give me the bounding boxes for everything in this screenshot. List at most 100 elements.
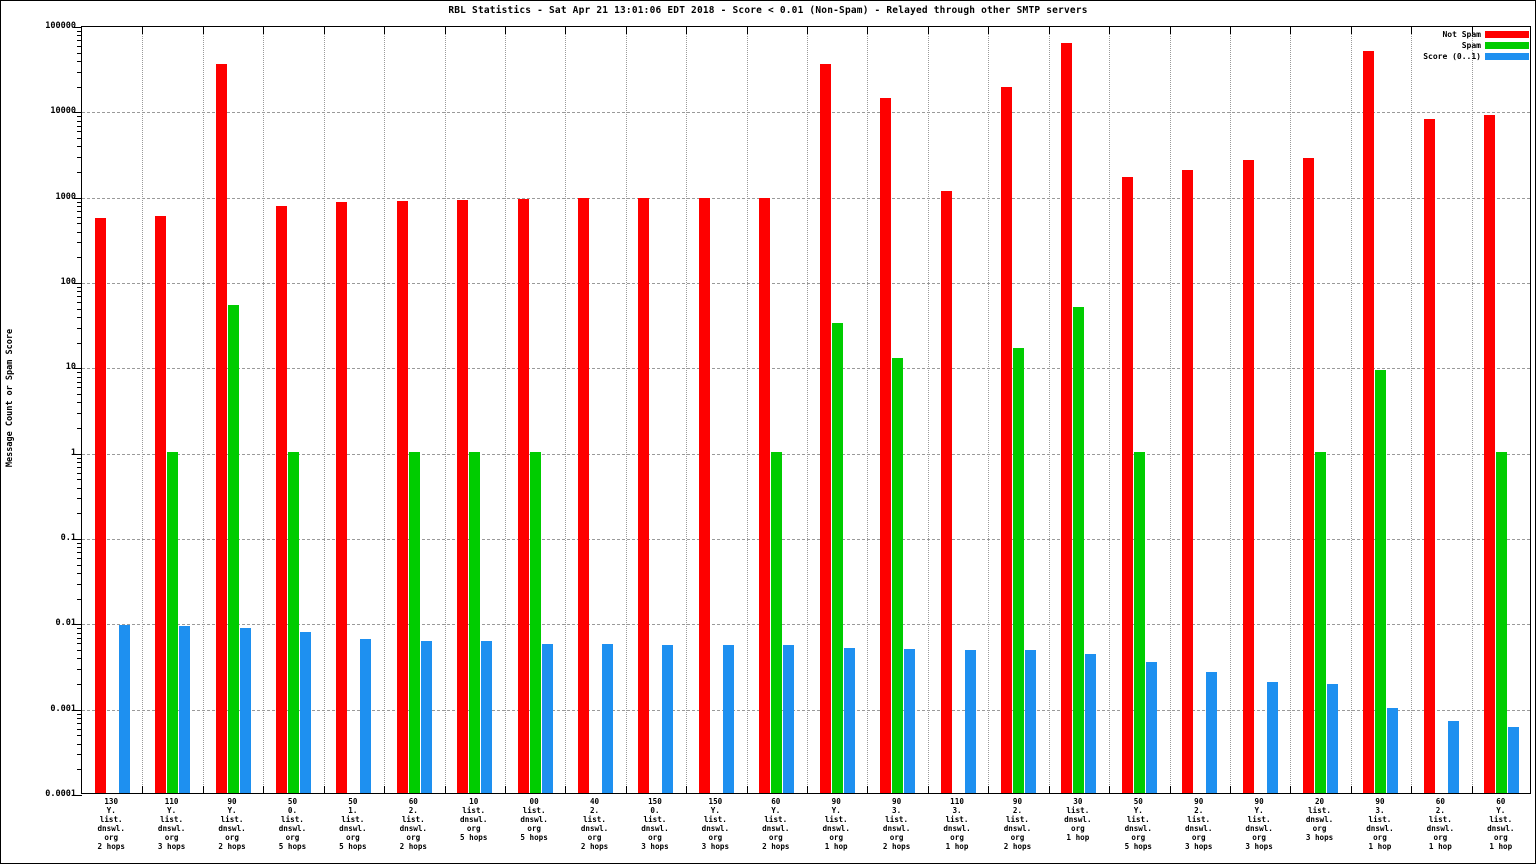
bar-not-spam — [578, 197, 590, 793]
x-axis-tick-bottom — [625, 786, 627, 793]
y-axis-tick-label: 0.001 — [50, 703, 76, 714]
x-axis-tick-label: 60 Y. list. dnswl. org 1 hop — [1471, 797, 1531, 852]
y-axis-minor-tick — [77, 223, 82, 225]
x-axis-label-line: 10 — [469, 797, 479, 806]
y-axis-minor-tick — [77, 308, 82, 310]
y-axis-minor-tick — [77, 257, 82, 259]
y-axis-minor-tick — [77, 71, 82, 73]
x-axis-tick-label: 00 list. dnswl. org 5 hops — [504, 797, 564, 842]
bar-not-spam — [517, 198, 529, 793]
x-axis-label-line: dnswl. — [580, 824, 609, 834]
bar-not-spam — [94, 217, 106, 793]
x-axis-label-line: 3 hops — [1245, 842, 1273, 852]
y-axis-minor-tick — [77, 769, 82, 771]
bar-score — [1266, 681, 1278, 793]
y-axis-minor-tick — [77, 754, 82, 756]
grid-line-vertical — [1109, 27, 1111, 793]
grid-line-horizontal — [82, 453, 1530, 455]
y-axis-minor-tick — [77, 125, 82, 127]
legend-item-score-0-1[interactable]: Score (0..1) — [1423, 51, 1529, 62]
bar-not-spam — [1484, 114, 1496, 793]
x-axis-label-line: list. — [281, 815, 304, 825]
bar-spam — [287, 451, 299, 793]
x-axis-label-line: org — [1252, 833, 1266, 843]
x-axis-tick-label: 90 2. list. dnswl. org 3 hops — [1169, 797, 1229, 852]
x-axis-tick-label: 110 3. list. dnswl. org 1 hop — [927, 797, 987, 852]
grid-line-horizontal — [82, 709, 1530, 711]
x-axis-label-line: org — [104, 833, 119, 843]
bar-not-spam — [215, 63, 227, 793]
bar-not-spam — [1061, 42, 1073, 793]
x-axis-label-line: 2. — [408, 806, 418, 816]
y-axis-tick-label: 0.1 — [60, 533, 76, 543]
x-axis-tick-bottom — [202, 786, 204, 793]
y-axis-tick — [74, 539, 82, 540]
x-axis-label-line: org — [648, 833, 662, 843]
y-axis-minor-tick — [77, 472, 82, 474]
bar-score — [1387, 708, 1399, 793]
legend-item-not-spam[interactable]: Not Spam — [1423, 29, 1529, 40]
bar-score — [239, 627, 251, 793]
y-axis-tick — [74, 624, 82, 626]
x-axis-tick-top — [1290, 27, 1292, 34]
legend-swatch — [1485, 31, 1529, 38]
grid-line-vertical — [1048, 27, 1050, 793]
x-axis-label-line: 60 — [1496, 797, 1506, 806]
x-axis-label-line: 5 hops — [278, 842, 307, 852]
x-axis-tick-bottom — [565, 786, 567, 793]
bar-score — [722, 644, 734, 793]
x-axis-tick-top — [625, 27, 627, 34]
bar-score — [1327, 683, 1339, 793]
y-axis-minor-tick — [77, 86, 82, 88]
bar-not-spam — [336, 202, 348, 793]
y-axis-minor-tick — [77, 231, 82, 233]
bar-spam — [771, 451, 783, 793]
y-axis-tick — [74, 368, 82, 370]
x-axis-tick-bottom — [927, 786, 929, 793]
y-axis-tick-label: 1000 — [55, 191, 76, 202]
x-axis-label-line: list. — [1066, 806, 1090, 816]
x-axis-label-line: dnswl. — [701, 824, 730, 834]
y-axis-minor-tick — [77, 376, 82, 378]
y-axis-minor-tick — [77, 658, 82, 660]
y-axis-minor-tick — [77, 466, 82, 468]
x-axis-label-line: list. — [220, 815, 244, 825]
y-axis-minor-tick — [77, 387, 82, 389]
x-axis-label-line: list. — [341, 815, 365, 825]
x-axis-label-line: 60 — [408, 797, 418, 806]
y-axis-minor-tick — [77, 564, 82, 566]
bar-spam — [1496, 451, 1508, 793]
x-axis-tick-label: 60 Y. list. dnswl. org 2 hops — [746, 797, 806, 852]
legend-item-spam[interactable]: Spam — [1423, 40, 1529, 51]
x-axis-label-line: org — [406, 833, 421, 843]
x-axis-label-line: list. — [522, 806, 546, 816]
x-axis-label-line: 110 — [164, 797, 179, 806]
bar-spam — [1375, 370, 1387, 793]
x-axis-label-line: 2. — [589, 806, 600, 816]
x-axis-label-line: dnswl. — [278, 824, 307, 834]
x-axis-label-line: 2 hops — [762, 842, 790, 852]
x-axis-label-line: dnswl. — [1003, 824, 1032, 834]
x-axis-label-line: 3. — [952, 806, 962, 816]
x-axis-label-line: 90 — [892, 797, 902, 806]
x-axis-label-line: 150 — [648, 797, 662, 806]
y-axis-minor-tick — [77, 205, 82, 207]
legend-label: Not Spam — [1442, 30, 1481, 39]
y-axis-minor-tick — [77, 743, 82, 745]
bar-not-spam — [1121, 177, 1133, 793]
x-axis-tick-bottom — [686, 786, 688, 793]
x-axis-label-line: dnswl. — [218, 824, 246, 834]
x-axis-tick-label: 60 2. list. dnswl. org 2 hops — [383, 797, 443, 852]
x-axis-tick-label: 90 3. list. dnswl. org 1 hop — [1350, 797, 1410, 852]
x-axis-label-line: 130 — [104, 797, 119, 806]
x-axis-tick-label: 50 0. list. dnswl. org 5 hops — [262, 797, 322, 852]
x-axis-label-line: dnswl. — [1124, 824, 1152, 834]
chart-title: RBL Statistics - Sat Apr 21 13:01:06 EDT… — [448, 5, 1088, 16]
bar-not-spam — [1000, 86, 1012, 793]
grid-line-vertical — [867, 27, 869, 793]
x-axis-tick-top — [1411, 27, 1413, 34]
x-axis-label-line: list. — [1247, 815, 1271, 825]
y-axis-minor-tick — [77, 632, 82, 634]
x-axis-label-line: org — [225, 833, 239, 843]
bar-not-spam — [1363, 50, 1375, 793]
